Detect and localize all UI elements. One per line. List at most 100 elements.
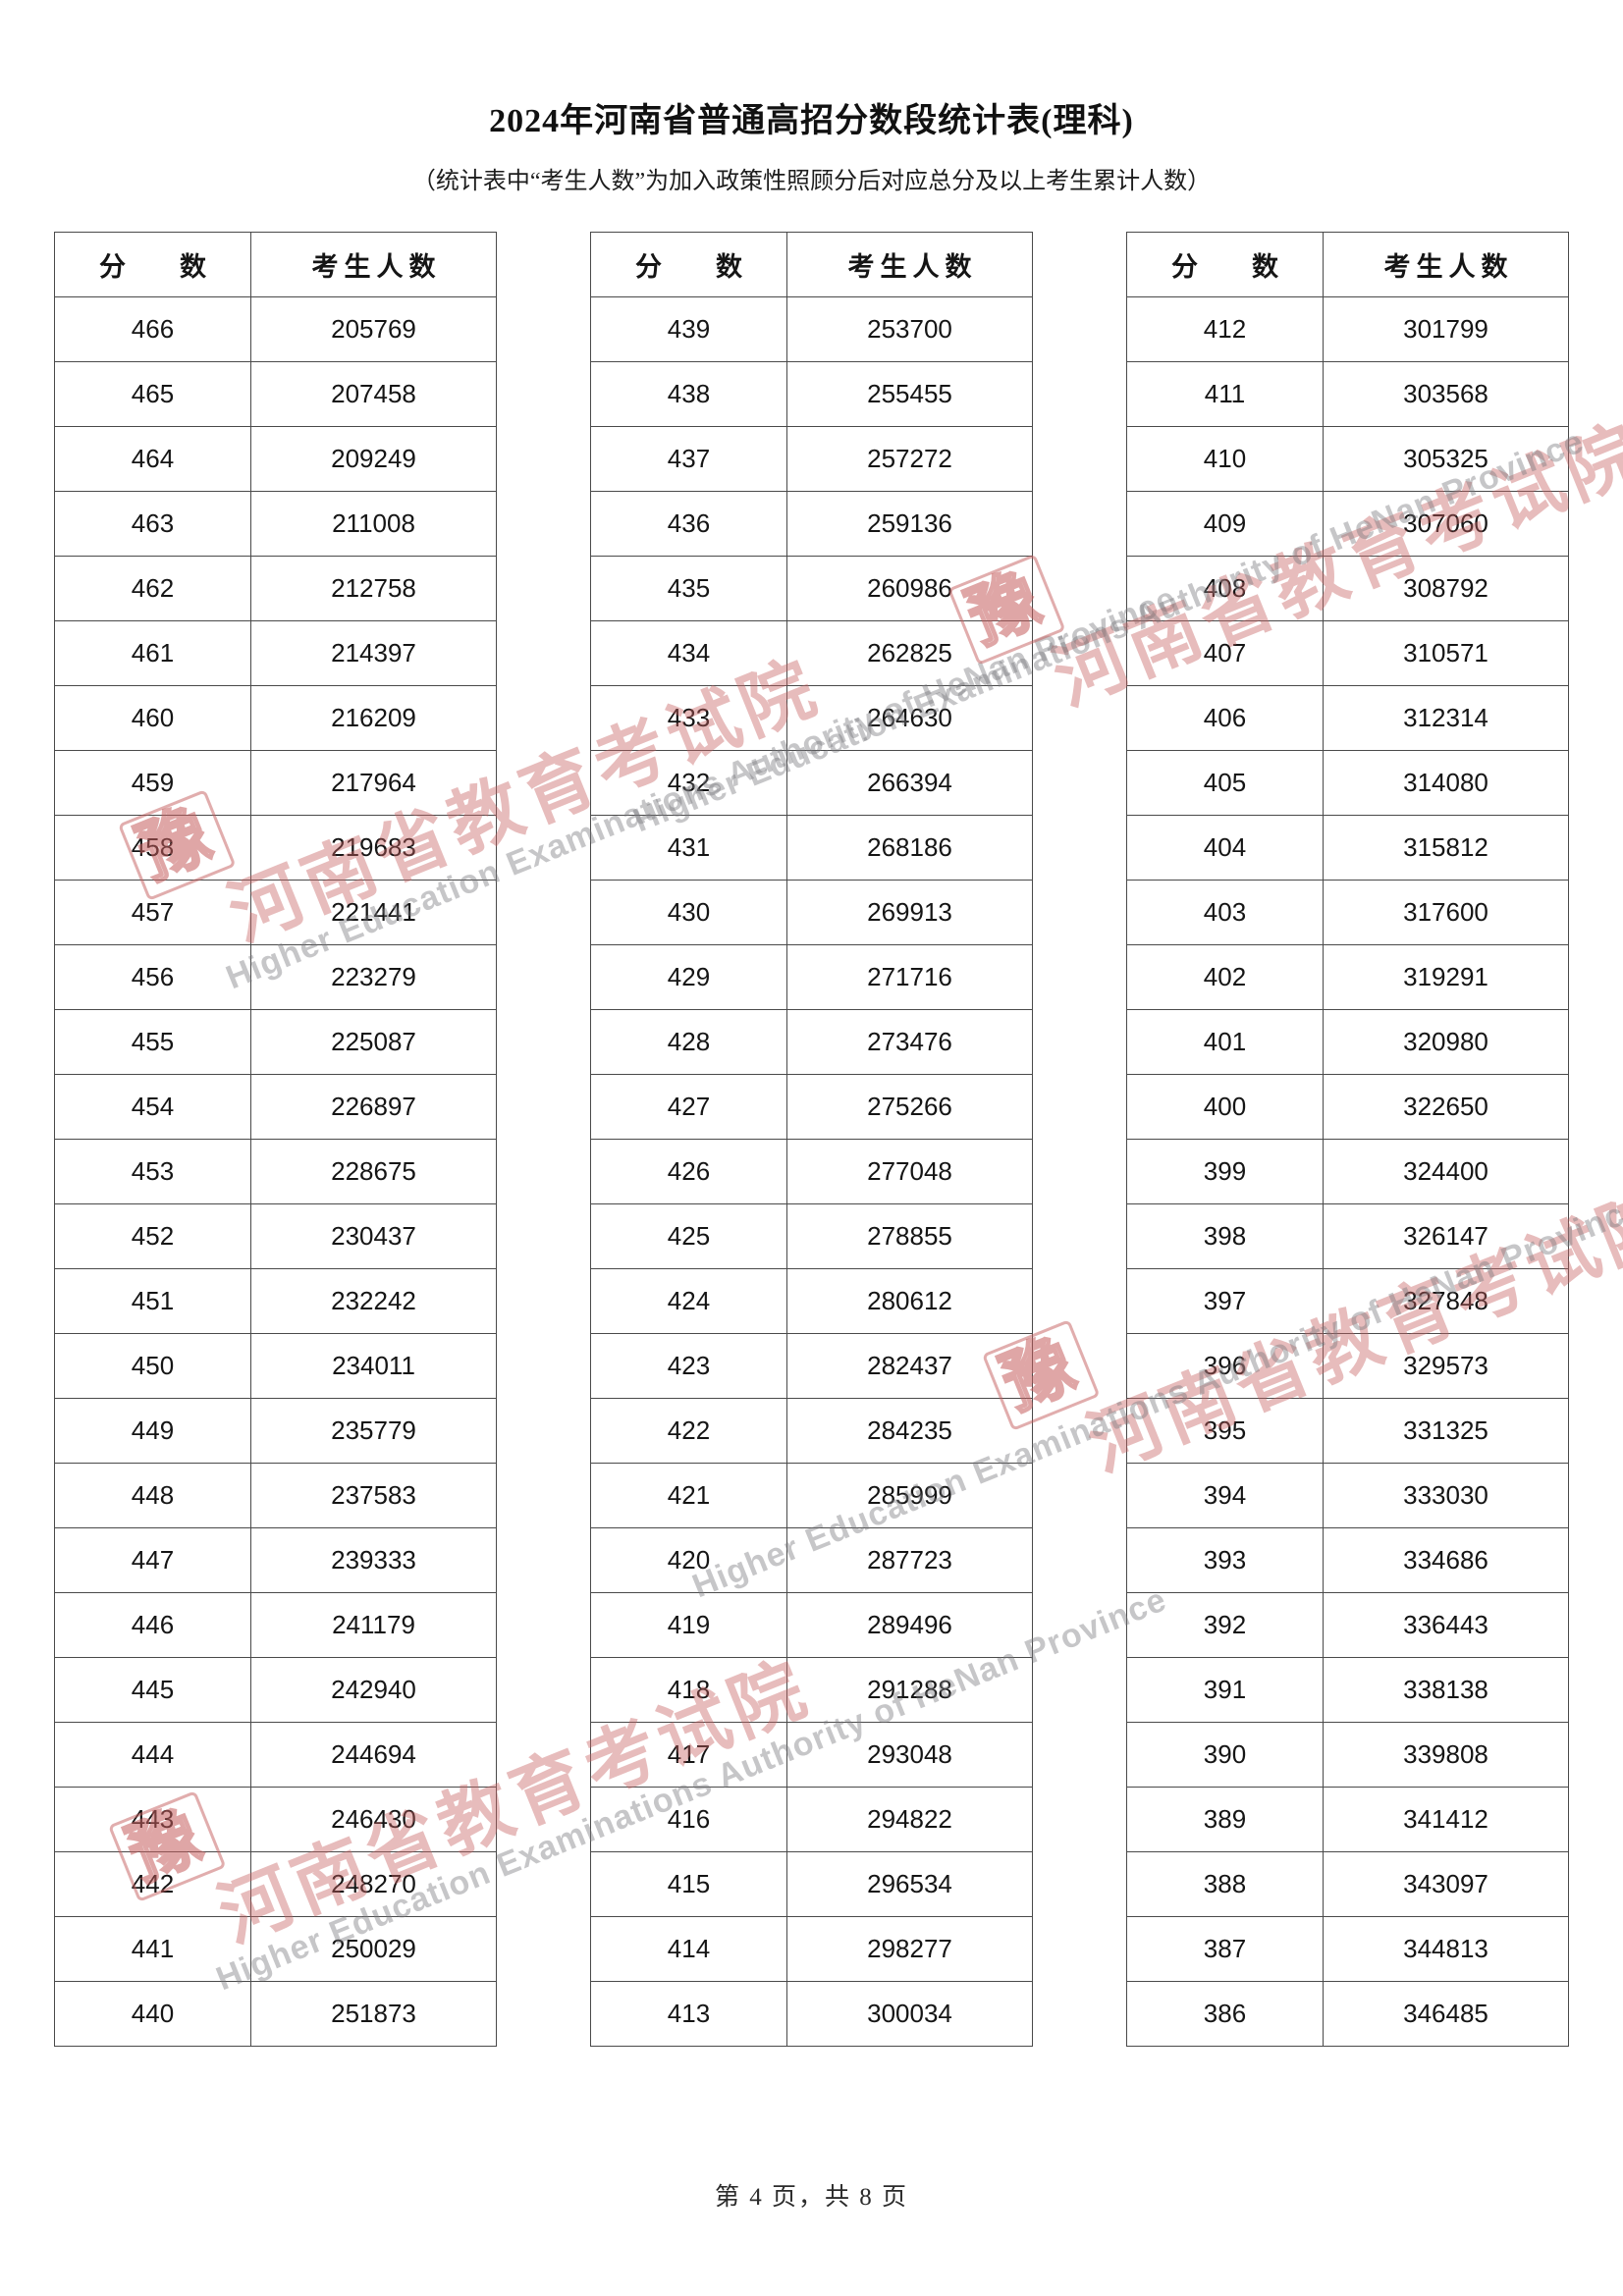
- cell-score: 386: [1126, 1980, 1324, 2047]
- table-row: 432 266394: [590, 749, 1033, 816]
- cell-count: 280612: [786, 1267, 1033, 1334]
- cell-count: 266394: [786, 749, 1033, 816]
- cell-count: 219683: [250, 814, 497, 881]
- cell-score: 438: [590, 360, 787, 427]
- cell-count: 296534: [786, 1850, 1033, 1917]
- cell-score: 416: [590, 1786, 787, 1852]
- cell-count: 277048: [786, 1138, 1033, 1204]
- table-row: 460 216209: [54, 684, 497, 751]
- cell-score: 417: [590, 1721, 787, 1788]
- cell-score: 426: [590, 1138, 787, 1204]
- cell-count: 251873: [250, 1980, 497, 2047]
- cell-score: 402: [1126, 943, 1324, 1010]
- table-row: 456 223279: [54, 943, 497, 1010]
- table-row: 439 253700: [590, 295, 1033, 362]
- cell-score: 464: [54, 425, 251, 492]
- table-row: 390 339808: [1126, 1721, 1569, 1788]
- cell-count: 275266: [786, 1073, 1033, 1140]
- cell-count: 253700: [786, 295, 1033, 362]
- cell-score: 413: [590, 1980, 787, 2047]
- cell-count: 225087: [250, 1008, 497, 1075]
- table-row: 457 221441: [54, 879, 497, 945]
- cell-score: 436: [590, 490, 787, 557]
- cell-score: 448: [54, 1462, 251, 1528]
- table-row: 403 317600: [1126, 879, 1569, 945]
- cell-score: 456: [54, 943, 251, 1010]
- cell-score: 422: [590, 1397, 787, 1464]
- table-row: 436 259136: [590, 490, 1033, 557]
- cell-count: 264630: [786, 684, 1033, 751]
- cell-count: 317600: [1323, 879, 1569, 945]
- table-row: 391 338138: [1126, 1656, 1569, 1723]
- cell-count: 217964: [250, 749, 497, 816]
- cell-count: 214397: [250, 619, 497, 686]
- table-row: 414 298277: [590, 1915, 1033, 1982]
- cell-count: 239333: [250, 1526, 497, 1593]
- table-row: 421 285999: [590, 1462, 1033, 1528]
- cell-count: 235779: [250, 1397, 497, 1464]
- cell-count: 298277: [786, 1915, 1033, 1982]
- table-row: 464 209249: [54, 425, 497, 492]
- table-row: 430 269913: [590, 879, 1033, 945]
- cell-count: 294822: [786, 1786, 1033, 1852]
- table-row: 410 305325: [1126, 425, 1569, 492]
- table-row: 402 319291: [1126, 943, 1569, 1010]
- table-row: 404 315812: [1126, 814, 1569, 881]
- cell-score: 427: [590, 1073, 787, 1140]
- cell-score: 447: [54, 1526, 251, 1593]
- cell-score: 410: [1126, 425, 1324, 492]
- cell-score: 414: [590, 1915, 787, 1982]
- score-tables-area: 分 数 考生人数 466 205769 465 207458 464 209249 463 2…: [0, 231, 1623, 2047]
- cell-count: 293048: [786, 1721, 1033, 1788]
- cell-score: 420: [590, 1526, 787, 1593]
- cell-count: 285999: [786, 1462, 1033, 1528]
- cell-count: 312314: [1323, 684, 1569, 751]
- table-row: 386 346485: [1126, 1980, 1569, 2047]
- cell-count: 242940: [250, 1656, 497, 1723]
- cell-count: 344813: [1323, 1915, 1569, 1982]
- cell-count: 341412: [1323, 1786, 1569, 1852]
- table-row: 435 260986: [590, 555, 1033, 621]
- cell-count: 282437: [786, 1332, 1033, 1399]
- table-row: 437 257272: [590, 425, 1033, 492]
- cell-count: 301799: [1323, 295, 1569, 362]
- cell-score: 437: [590, 425, 787, 492]
- table-row: 459 217964: [54, 749, 497, 816]
- table-header-row: 分 数 考生人数: [54, 231, 497, 297]
- table-row: 406 312314: [1126, 684, 1569, 751]
- cell-score: 403: [1126, 879, 1324, 945]
- cell-score: 442: [54, 1850, 251, 1917]
- cell-count: 314080: [1323, 749, 1569, 816]
- table-row: 455 225087: [54, 1008, 497, 1075]
- cell-score: 404: [1126, 814, 1324, 881]
- cell-score: 398: [1126, 1202, 1324, 1269]
- cell-score: 433: [590, 684, 787, 751]
- table-row: 407 310571: [1126, 619, 1569, 686]
- cell-count: 228675: [250, 1138, 497, 1204]
- cell-score: 444: [54, 1721, 251, 1788]
- cell-score: 418: [590, 1656, 787, 1723]
- cell-count: 237583: [250, 1462, 497, 1528]
- cell-score: 450: [54, 1332, 251, 1399]
- cell-score: 431: [590, 814, 787, 881]
- cell-score: 434: [590, 619, 787, 686]
- cell-score: 458: [54, 814, 251, 881]
- table-row: 416 294822: [590, 1786, 1033, 1852]
- score-table-body-3: 412 301799 411 303568 410 305325 409 307060 408 3…: [1126, 295, 1569, 2047]
- cell-count: 329573: [1323, 1332, 1569, 1399]
- table-row: 388 343097: [1126, 1850, 1569, 1917]
- cell-count: 291288: [786, 1656, 1033, 1723]
- cell-score: 423: [590, 1332, 787, 1399]
- cell-count: 334686: [1323, 1526, 1569, 1593]
- cell-count: 209249: [250, 425, 497, 492]
- cell-count: 303568: [1323, 360, 1569, 427]
- table-row: 413 300034: [590, 1980, 1033, 2047]
- table-row: 394 333030: [1126, 1462, 1569, 1528]
- table-row: 411 303568: [1126, 360, 1569, 427]
- cell-count: 338138: [1323, 1656, 1569, 1723]
- cell-score: 387: [1126, 1915, 1324, 1982]
- cell-count: 331325: [1323, 1397, 1569, 1464]
- table-row: 440 251873: [54, 1980, 497, 2047]
- table-row: 449 235779: [54, 1397, 497, 1464]
- table-row: 441 250029: [54, 1915, 497, 1982]
